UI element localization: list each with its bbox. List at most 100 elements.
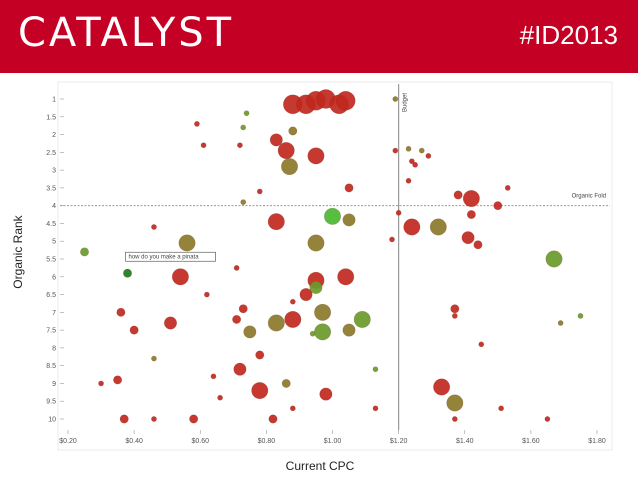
data-point [408, 158, 415, 165]
data-point [314, 323, 332, 341]
data-point [269, 133, 283, 147]
data-point [151, 224, 157, 230]
data-point [473, 240, 483, 250]
y-tick-label: 9 [52, 381, 56, 388]
data-point [151, 355, 157, 362]
data-point [119, 414, 129, 424]
budget-label: Budget [403, 93, 409, 112]
data-point [429, 218, 447, 236]
data-point [113, 375, 123, 385]
data-point [344, 183, 354, 193]
organic-fold-label: Organic Fold [572, 194, 606, 200]
data-point [116, 307, 126, 317]
data-point [299, 288, 313, 302]
x-tick-label: $0.80 [258, 438, 276, 445]
y-tick-label: 8.5 [46, 363, 56, 370]
data-point [372, 366, 379, 373]
data-points [80, 89, 584, 424]
data-point [123, 268, 133, 278]
data-point [446, 394, 464, 412]
data-point [342, 323, 356, 337]
data-point [238, 304, 248, 314]
y-tick-label: 6.5 [46, 292, 56, 299]
data-point [178, 234, 196, 252]
data-point [98, 380, 104, 387]
data-point [233, 362, 247, 376]
data-point [251, 382, 269, 400]
axis-ticks: $0.20 $0.40 $0.60 $0.80 $1.00 $1.20 $1.40 $1.60… [46, 97, 606, 446]
data-point [405, 145, 412, 152]
data-point [307, 147, 325, 165]
event-hashtag: #ID2013 [519, 20, 618, 50]
header-bar: CATALYST #ID2013 [0, 0, 638, 73]
data-point [478, 341, 485, 348]
y-tick-label: 5 [52, 239, 56, 246]
y-tick-label: 3.5 [46, 185, 56, 192]
data-point [545, 250, 563, 268]
y-tick-label: 2 [52, 132, 56, 139]
data-point [203, 291, 210, 298]
data-point [450, 304, 460, 314]
data-point [466, 210, 476, 220]
data-point [392, 147, 399, 154]
data-point [493, 201, 503, 211]
data-point [243, 110, 250, 117]
data-point [240, 199, 247, 206]
data-point [267, 213, 285, 231]
x-tick-label: $0.20 [59, 438, 77, 445]
data-point [395, 209, 402, 216]
data-point [256, 188, 263, 195]
data-point [335, 90, 356, 111]
data-point [281, 158, 299, 176]
data-point [237, 142, 243, 149]
y-tick-label: 7.5 [46, 328, 56, 335]
x-axis-label: Current CPC [285, 459, 355, 473]
data-point [403, 218, 421, 236]
y-tick-label: 4.5 [46, 221, 56, 228]
y-tick-label: 1.5 [46, 114, 56, 121]
data-point [462, 190, 480, 208]
data-point [342, 213, 356, 227]
y-tick-label: 9.5 [46, 399, 56, 406]
x-tick-label: $1.20 [390, 438, 408, 445]
data-point [200, 142, 207, 149]
data-point [289, 405, 296, 412]
data-point [461, 231, 475, 245]
data-point [307, 234, 325, 252]
data-point [577, 312, 584, 319]
data-point [151, 416, 157, 422]
y-tick-label: 5.5 [46, 257, 56, 264]
data-point [504, 184, 511, 191]
data-point [281, 378, 291, 388]
data-point [243, 325, 257, 339]
data-point [255, 350, 265, 360]
data-point [268, 414, 278, 424]
data-point [451, 416, 458, 422]
data-point [288, 126, 298, 136]
y-tick-label: 2.5 [46, 150, 56, 157]
data-point [372, 405, 379, 412]
plot-area [57, 81, 613, 451]
x-tick-label: $1.60 [522, 438, 540, 445]
data-point [233, 264, 240, 271]
data-point [277, 142, 295, 160]
data-point [433, 378, 451, 396]
data-point [284, 310, 302, 328]
data-point [425, 152, 432, 159]
data-point [129, 325, 139, 335]
x-tick-label: $1.80 [588, 438, 606, 445]
data-point [451, 312, 458, 319]
data-point [314, 303, 332, 321]
data-point [240, 124, 247, 131]
x-tick-label: $0.60 [191, 438, 209, 445]
grid-layer [60, 98, 598, 434]
data-point [453, 190, 463, 200]
callout-annotation: how do you make a pinata [125, 251, 216, 262]
data-point [194, 120, 200, 127]
data-point [232, 314, 242, 324]
data-point [337, 268, 355, 286]
data-point [289, 298, 296, 305]
x-tick-label: $1.40 [456, 438, 474, 445]
data-point [309, 280, 323, 294]
data-point [418, 147, 425, 154]
